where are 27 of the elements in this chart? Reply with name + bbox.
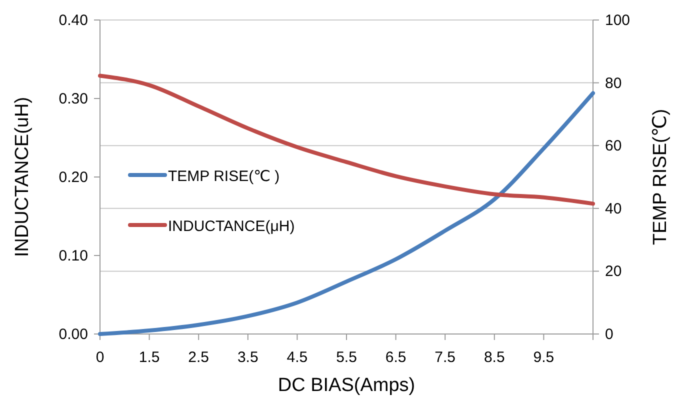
y-tick-label: 0.40 [58, 12, 88, 29]
x-tick-label: 4.5 [286, 349, 308, 366]
y2-tick-label: 100 [605, 12, 630, 29]
y2-tick-label: 60 [605, 138, 622, 155]
x-tick-label: 7.5 [434, 349, 456, 366]
y2-tick-label: 40 [605, 200, 622, 218]
y-tick-label: 0.30 [58, 90, 88, 108]
x-tick-label: 1.5 [138, 349, 160, 366]
y2-tick-label: 20 [605, 263, 622, 280]
x-tick-label: 9.5 [533, 349, 554, 366]
x-tick-label: 8.5 [484, 349, 505, 366]
y-tick-label: 0.10 [58, 248, 88, 264]
y2-tick-label: 80 [605, 74, 622, 92]
y2-tick-label: 0 [605, 326, 614, 343]
legend-label: INDUCTANCE(μH) [168, 218, 295, 235]
x-axis-title: DC BIAS(Amps) [278, 375, 416, 396]
x-tick-label: 5.5 [336, 349, 357, 366]
x-tick-label: 6.5 [385, 349, 406, 366]
y-axis-title: INDUCTANCE(uH) [12, 96, 33, 258]
y2-axis-title: TEMP RISE(℃) [650, 108, 671, 246]
x-tick-label: 3.5 [237, 349, 258, 366]
line-series [98, 74, 595, 206]
x-tick-label: 2.5 [188, 349, 210, 366]
legend-label: TEMP RISE(℃ ) [168, 168, 280, 185]
y-tick-label: 0.20 [58, 169, 88, 186]
y-tick-label: 0.00 [58, 326, 88, 343]
x-tick-label: 0 [96, 349, 104, 366]
